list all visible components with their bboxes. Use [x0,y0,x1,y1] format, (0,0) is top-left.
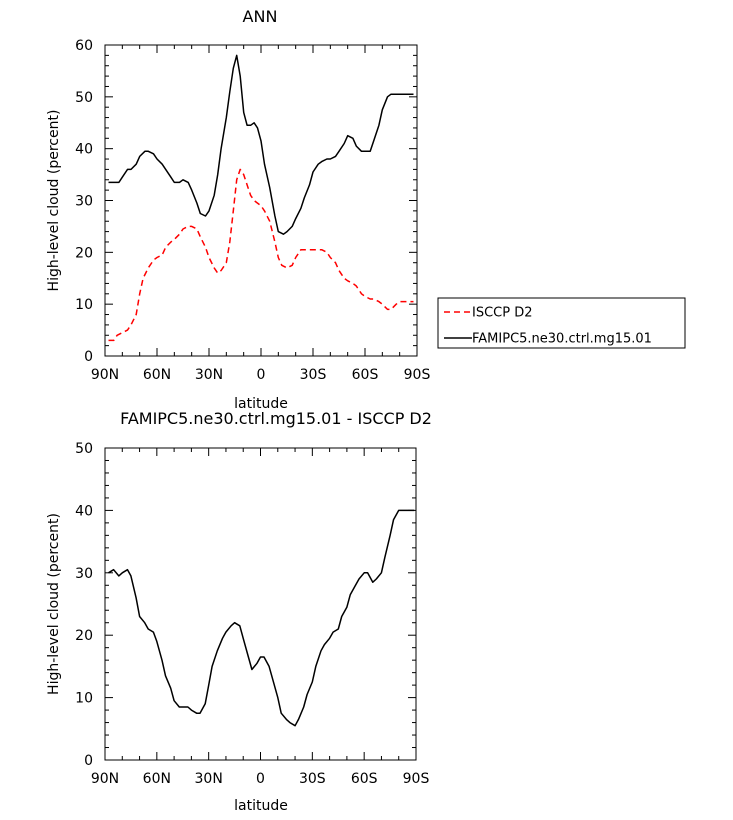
plot-frame [104,44,418,357]
x-tick-label: 60N [143,367,171,383]
y-tick-label: 60 [75,38,93,54]
x-tick-label: 60S [352,367,379,383]
x-tick-label: 30S [299,771,326,787]
series-group [108,509,415,727]
y-tick-label: 40 [75,503,93,519]
x-tick-label: 90S [404,367,431,383]
tick-marks [104,44,418,357]
x-tick-label: 30N [195,367,223,383]
y-tick-label: 10 [75,297,93,313]
y-tick-label: 0 [84,753,93,769]
tick-marks [104,447,417,761]
x-axis-label: latitude [234,798,288,814]
chart-difference: FAMIPC5.ne30.ctrl.mg15.01 - ISCCP D2 90N… [46,409,432,814]
y-tick-labels: 0 10 20 30 40 50 60 [75,38,93,365]
series-line-isccp-d2 [108,168,414,342]
x-tick-label: 30N [195,771,223,787]
chart-title: FAMIPC5.ne30.ctrl.mg15.01 - ISCCP D2 [120,409,432,428]
legend-box [437,297,686,349]
y-tick-label: 40 [75,142,93,158]
legend-label-model: FAMIPC5.ne30.ctrl.mg15.01 [472,332,652,347]
x-tick-label: 0 [256,771,265,787]
y-tick-label: 50 [75,441,93,457]
y-tick-label: 0 [84,349,93,365]
x-tick-labels: 90N 60N 30N 0 30S 60S 90S [91,367,431,383]
y-axis-label: High-level cloud (percent) [46,110,62,292]
chart-title: ANN [243,7,278,26]
series-line-famipc5-ne30-ctrl-mg15-01 [108,54,414,235]
y-tick-labels: 0 10 20 30 40 50 [75,441,93,769]
plot-frame [104,447,417,761]
y-tick-label: 20 [75,628,93,644]
x-tick-label: 90N [91,771,119,787]
x-tick-label: 90N [91,367,119,383]
y-tick-label: 10 [75,691,93,707]
y-tick-label: 30 [75,566,93,582]
x-tick-label: 30S [300,367,327,383]
x-tick-label: 0 [257,367,266,383]
x-tick-label: 90S [403,771,430,787]
x-tick-label: 60S [351,771,378,787]
x-axis-label: latitude [234,396,288,412]
x-tick-labels: 90N 60N 30N 0 30S 60S 90S [91,771,430,787]
y-tick-label: 20 [75,245,93,261]
y-axis-label: High-level cloud (percent) [46,513,62,695]
legend-label-isccp: ISCCP D2 [472,306,533,321]
series-group [108,54,414,342]
chart-annual: ANN 90N 60N 30N 0 30S 60S 90S 0 10 20 30 40 50 60 la… [46,7,686,412]
x-tick-label: 60N [143,771,171,787]
legend: ISCCP D2 FAMIPC5.ne30.ctrl.mg15.01 [437,297,686,349]
y-tick-label: 50 [75,90,93,106]
y-tick-label: 30 [75,194,93,210]
series-line-difference [108,509,415,727]
